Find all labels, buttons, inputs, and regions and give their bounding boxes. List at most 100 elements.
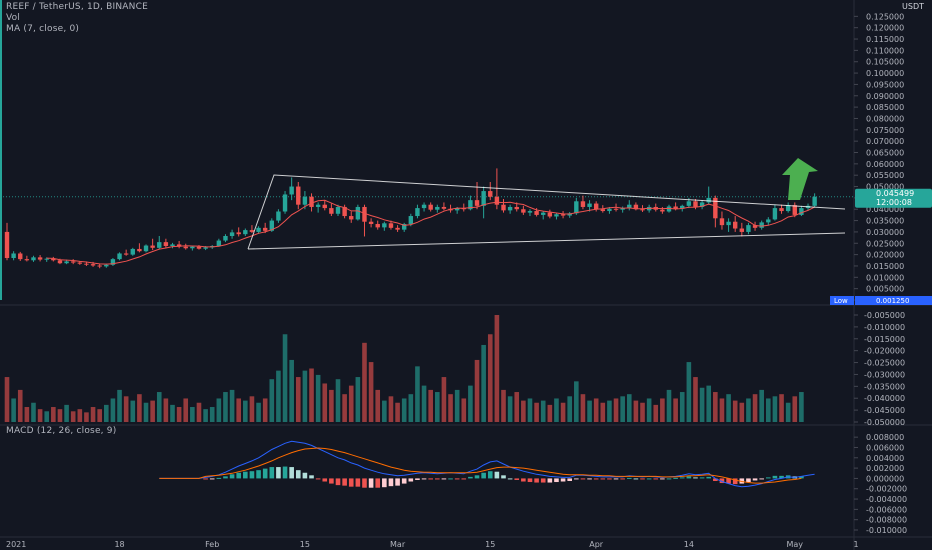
macd-histogram-bar (746, 478, 751, 483)
price-tick-label: 0.025000 (866, 239, 904, 248)
volume-bar (229, 389, 235, 422)
macd-histogram-bar (534, 478, 539, 483)
volume-bar (97, 409, 102, 422)
volume-bar (719, 398, 725, 422)
volume-bar (713, 392, 718, 422)
macd-histogram-bar (415, 478, 420, 480)
volume-bar (31, 402, 36, 422)
bar-countdown: 12:00:08 (876, 198, 912, 207)
volume-legend[interactable]: Vol (6, 13, 21, 23)
volume-bar (633, 400, 639, 422)
volume-bar (620, 396, 625, 422)
candle-body (203, 247, 208, 249)
candle-body (766, 219, 771, 223)
candle-body (607, 208, 612, 212)
volume-bar (302, 370, 308, 422)
volume-bar (315, 374, 321, 422)
macd-histogram-bar (699, 477, 705, 479)
vol-tick-label: -0.010000 (864, 323, 905, 332)
macd-histogram-bar (355, 478, 361, 487)
volume-bar (527, 398, 533, 422)
volume-bar (90, 407, 96, 422)
volume-bar (355, 377, 361, 422)
candle-body (554, 214, 559, 217)
macd-histogram-bar (514, 478, 520, 480)
volume-bar (693, 377, 698, 422)
candle-body (130, 248, 135, 255)
candle-body (733, 221, 738, 229)
macd-histogram-bar (388, 478, 394, 487)
candle-body (673, 206, 678, 209)
candle-body (481, 191, 486, 206)
candle-body (746, 225, 751, 232)
candle-body (196, 246, 202, 249)
price-tick-label: 0.060000 (866, 160, 904, 169)
macd-histogram-bar (468, 476, 473, 479)
macd-histogram-bar (653, 478, 659, 480)
volume-bar (494, 315, 500, 422)
candle-body (342, 206, 347, 217)
ma-legend[interactable]: MA (7, close, 0) (6, 24, 80, 34)
candle-body (163, 242, 169, 246)
macd-histogram-bar (408, 478, 414, 482)
candle-body (157, 242, 162, 248)
macd-histogram-bar (421, 478, 427, 480)
volume-bar (666, 389, 672, 422)
macd-histogram-bar (607, 478, 612, 480)
candle-body (289, 186, 294, 195)
candle-body (315, 204, 321, 207)
candle-body (574, 201, 579, 214)
price-tick-label: 0.105000 (866, 58, 904, 67)
candle-body (243, 230, 248, 235)
candle-body (421, 204, 427, 209)
candle-body (170, 244, 175, 246)
macd-histogram-bar (554, 478, 559, 483)
candle-body (309, 196, 314, 207)
macd-histogram-bar (600, 478, 606, 480)
volume-bar (348, 385, 354, 422)
volume-bar (276, 370, 281, 422)
price-tick-label: 0.095000 (866, 80, 904, 89)
volume-bar (322, 383, 328, 422)
time-tick-label: Mar (390, 540, 406, 549)
macd-histogram-bar (726, 478, 731, 484)
currency-label[interactable]: USDT (902, 2, 924, 11)
macd-histogram-bar (574, 478, 579, 480)
candle-body (514, 206, 519, 210)
volume-bar (567, 396, 572, 422)
volume-bar (600, 402, 606, 422)
macd-tick-label: -0.010000 (866, 526, 907, 535)
macd-histogram-bar (732, 478, 738, 485)
vol-tick-label: -0.015000 (864, 335, 905, 344)
volume-bar (574, 381, 579, 422)
volume-bar (726, 394, 731, 422)
volume-bar (37, 409, 43, 422)
volume-bar (481, 344, 486, 422)
symbol-legend[interactable]: REEF / TetherUS, 1D, BINANCE (6, 2, 148, 12)
volume-bar (421, 385, 427, 422)
macd-legend[interactable]: MACD (12, 26, close, 9) (6, 426, 117, 436)
volume-bar (362, 342, 367, 422)
macd-histogram-bar (262, 468, 268, 479)
candle-body (368, 221, 374, 224)
candle-body (355, 206, 361, 220)
macd-histogram-bar (362, 478, 367, 488)
macd-histogram-bar (474, 475, 480, 479)
volume-bar (626, 394, 632, 422)
price-tick-label: 0.090000 (866, 92, 904, 101)
candle-body (441, 206, 447, 209)
macd-histogram-bar (229, 474, 235, 479)
macd-histogram-bar (209, 478, 215, 480)
volume-bar (163, 398, 169, 422)
macd-histogram-bar (673, 477, 678, 479)
macd-tick-label: 0.008000 (866, 433, 904, 442)
candle-body (362, 206, 367, 222)
macd-histogram-bar (289, 467, 294, 479)
macd-histogram-bar (540, 478, 546, 483)
price-tick-label: 0.055000 (866, 171, 904, 180)
candle-body (57, 260, 63, 264)
macd-histogram-bar (348, 478, 354, 487)
candle-body (282, 194, 288, 212)
